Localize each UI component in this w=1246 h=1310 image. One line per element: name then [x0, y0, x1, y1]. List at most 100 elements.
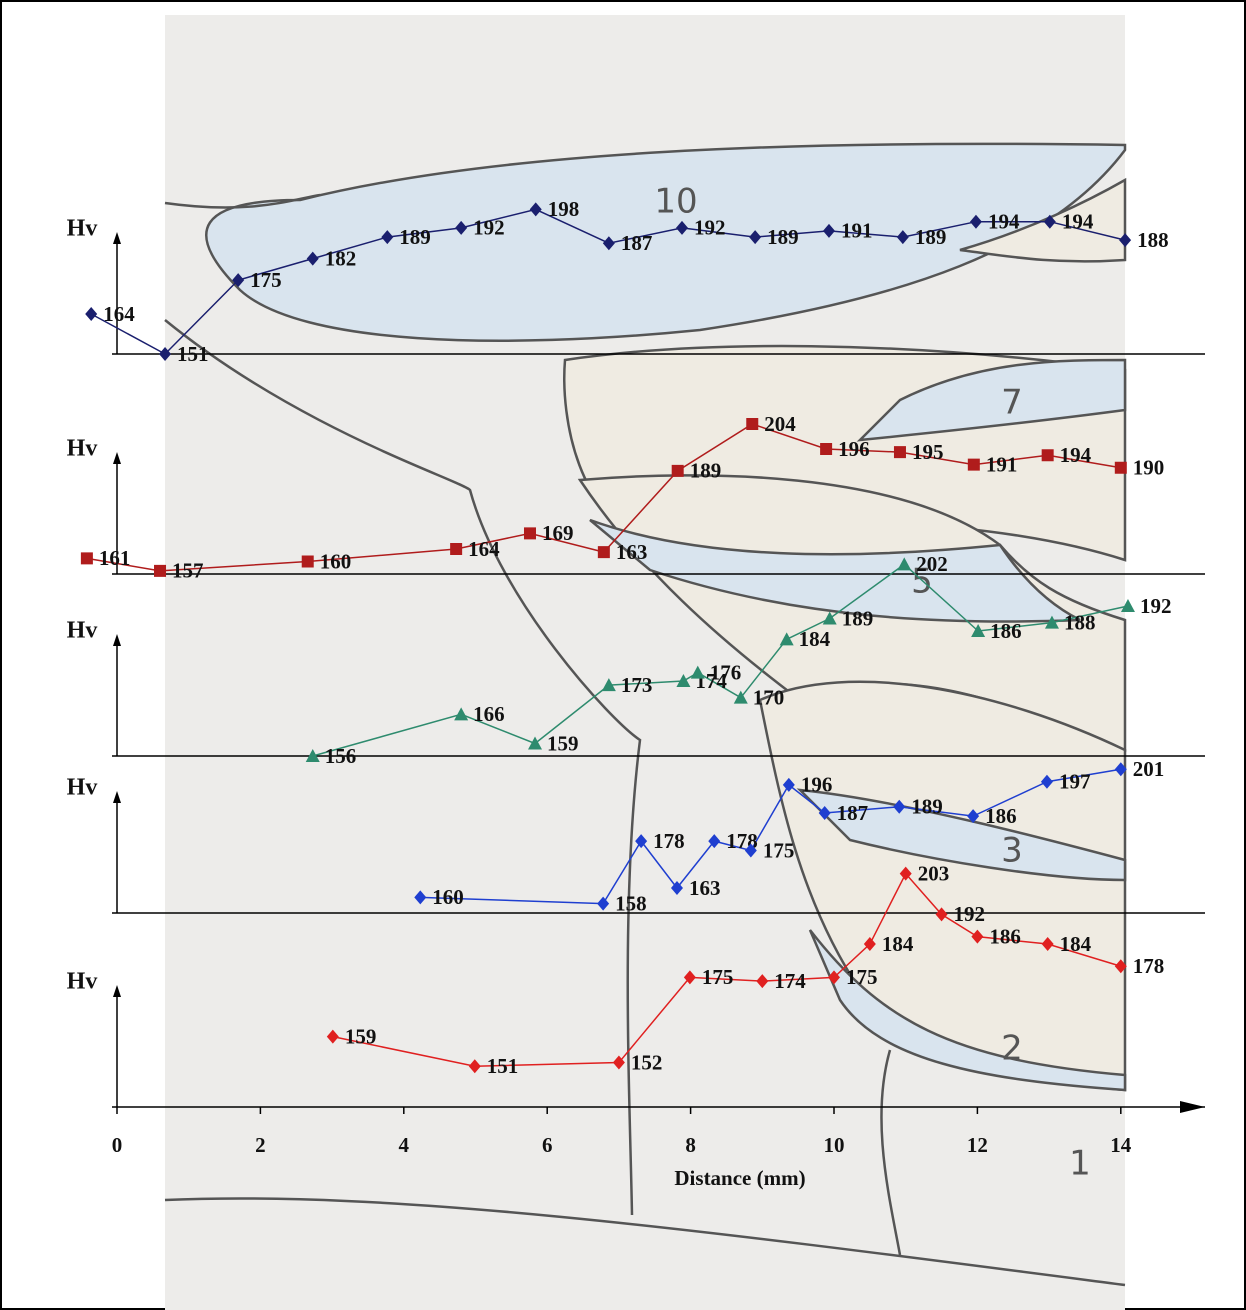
zone-label: 3	[1001, 831, 1023, 871]
marker	[897, 557, 912, 571]
marker	[602, 236, 615, 251]
marker	[744, 843, 757, 858]
data-label: 188	[1137, 228, 1169, 252]
x-axis-label: Distance (mm)	[674, 1166, 805, 1190]
zone-label: 10	[654, 182, 697, 222]
data-label: 190	[1133, 456, 1165, 480]
marker	[455, 220, 468, 235]
data-label: 192	[1140, 594, 1172, 618]
marker	[1119, 233, 1132, 248]
data-label: 152	[631, 1050, 663, 1074]
marker	[690, 665, 705, 679]
data-label: 188	[1064, 610, 1096, 634]
x-tick-label: 4	[399, 1133, 410, 1157]
marker	[756, 974, 769, 989]
marker	[971, 929, 984, 944]
y-arrow	[113, 452, 121, 464]
marker	[301, 555, 314, 568]
marker	[899, 866, 912, 881]
data-label: 169	[542, 521, 574, 545]
marker	[468, 1059, 481, 1074]
marker	[1114, 461, 1127, 474]
series-line	[332, 872, 1122, 1068]
marker	[1120, 599, 1135, 612]
marker	[1041, 937, 1054, 952]
x-arrow	[1180, 1101, 1205, 1113]
data-label: 189	[915, 225, 947, 249]
marker	[85, 307, 98, 321]
y-arrow	[113, 791, 121, 803]
data-label: 189	[767, 225, 799, 249]
data-label: 158	[615, 891, 647, 915]
data-label: 184	[882, 932, 914, 956]
data-label: 198	[548, 197, 580, 221]
data-label: 194	[988, 210, 1020, 234]
marker	[782, 777, 795, 792]
marker	[683, 970, 696, 985]
marker	[232, 273, 245, 288]
marker	[450, 543, 463, 555]
data-label: 196	[801, 773, 833, 797]
y-axis-label: Hv	[67, 618, 98, 644]
x-tick-label: 8	[685, 1133, 696, 1157]
data-label: 194	[1062, 210, 1094, 234]
marker	[1114, 959, 1127, 974]
data-label: 195	[912, 440, 944, 464]
zone-label: 2	[1001, 1029, 1023, 1069]
data-label: 175	[846, 965, 878, 989]
data-label: 204	[764, 412, 796, 436]
marker	[822, 223, 835, 238]
data-label: 175	[702, 965, 734, 989]
data-label: 186	[989, 924, 1021, 948]
marker	[1114, 762, 1127, 777]
marker	[80, 552, 93, 565]
marker	[635, 834, 648, 849]
data-label: 184	[799, 627, 831, 651]
data-label: 186	[985, 804, 1017, 828]
y-axis-label: Hv	[67, 775, 98, 801]
marker	[818, 806, 831, 820]
data-label: 160	[432, 885, 464, 909]
marker	[779, 632, 794, 646]
marker	[1044, 615, 1059, 629]
marker	[896, 230, 909, 245]
marker	[828, 970, 840, 985]
data-label: 156	[325, 744, 357, 768]
zone-label: 7	[1001, 383, 1023, 423]
data-label: 151	[487, 1054, 518, 1078]
marker	[612, 1055, 625, 1070]
marker	[523, 527, 536, 540]
marker	[454, 707, 469, 721]
data-label: 160	[320, 549, 352, 573]
data-label: 203	[918, 861, 950, 885]
zone-label: 1	[1069, 1144, 1091, 1184]
data-label: 170	[753, 685, 785, 709]
macrograph	[164, 15, 1127, 1310]
x-tick-label: 12	[967, 1133, 988, 1157]
marker	[670, 881, 683, 895]
marker	[381, 230, 394, 245]
data-label: 161	[99, 546, 131, 570]
y-axis-label: Hv	[67, 969, 98, 995]
data-label: 163	[616, 540, 648, 564]
marker	[1040, 774, 1053, 789]
data-label: 151	[177, 342, 209, 366]
data-label: 194	[1060, 443, 1092, 467]
data-label: 164	[103, 302, 135, 326]
data-label: 192	[954, 902, 986, 926]
data-label: 189	[399, 225, 431, 249]
data-label: 157	[172, 559, 204, 583]
data-label: 191	[841, 219, 873, 243]
y-axis-label: Hv	[67, 216, 98, 242]
marker	[749, 230, 762, 245]
marker	[893, 799, 906, 814]
marker	[414, 890, 427, 905]
y-arrow	[113, 985, 121, 997]
marker	[967, 458, 980, 471]
data-label: 184	[1060, 932, 1092, 956]
marker	[154, 564, 167, 577]
marker	[306, 251, 319, 266]
data-label: 197	[1059, 770, 1091, 794]
data-label: 159	[547, 731, 579, 755]
